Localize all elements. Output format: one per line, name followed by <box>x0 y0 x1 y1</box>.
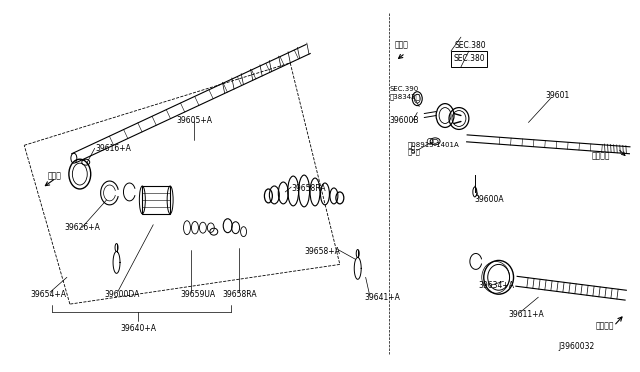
Text: 39616+A: 39616+A <box>96 144 132 153</box>
Text: 39640+A: 39640+A <box>120 324 156 333</box>
Text: タイヤ側: タイヤ側 <box>591 152 610 161</box>
Text: 39659UA: 39659UA <box>180 290 215 299</box>
Text: 39658+A: 39658+A <box>304 247 340 256</box>
Text: 39611+A: 39611+A <box>509 310 545 318</box>
Text: タイヤ側: タイヤ側 <box>595 321 614 330</box>
Bar <box>142 186 170 214</box>
Text: 39626+A: 39626+A <box>64 223 100 232</box>
Text: 39600A: 39600A <box>475 195 504 204</box>
Text: デフ側: デフ側 <box>394 41 408 49</box>
Text: 39658RA: 39658RA <box>291 185 326 193</box>
Bar <box>451 51 487 67</box>
Text: J3960032: J3960032 <box>558 342 595 351</box>
Text: 08915-1401A
（5）: 08915-1401A （5） <box>407 141 459 155</box>
Text: 39641+A: 39641+A <box>365 293 401 302</box>
Text: SEC.380: SEC.380 <box>453 54 484 64</box>
Text: Ⓡ: Ⓡ <box>410 145 415 151</box>
Text: SEC.380: SEC.380 <box>455 41 486 49</box>
Text: 39654+A: 39654+A <box>30 290 66 299</box>
Text: デフ側: デフ側 <box>48 171 62 180</box>
Text: SEC.390
（38342）: SEC.390 （38342） <box>390 86 420 99</box>
Text: 39601: 39601 <box>545 91 570 100</box>
Text: 39600B: 39600B <box>390 116 419 125</box>
Text: 39605+A: 39605+A <box>176 116 212 125</box>
Text: 39600DA: 39600DA <box>104 290 140 299</box>
Text: 39658RA: 39658RA <box>223 290 257 299</box>
Text: 39634+A: 39634+A <box>479 281 515 290</box>
